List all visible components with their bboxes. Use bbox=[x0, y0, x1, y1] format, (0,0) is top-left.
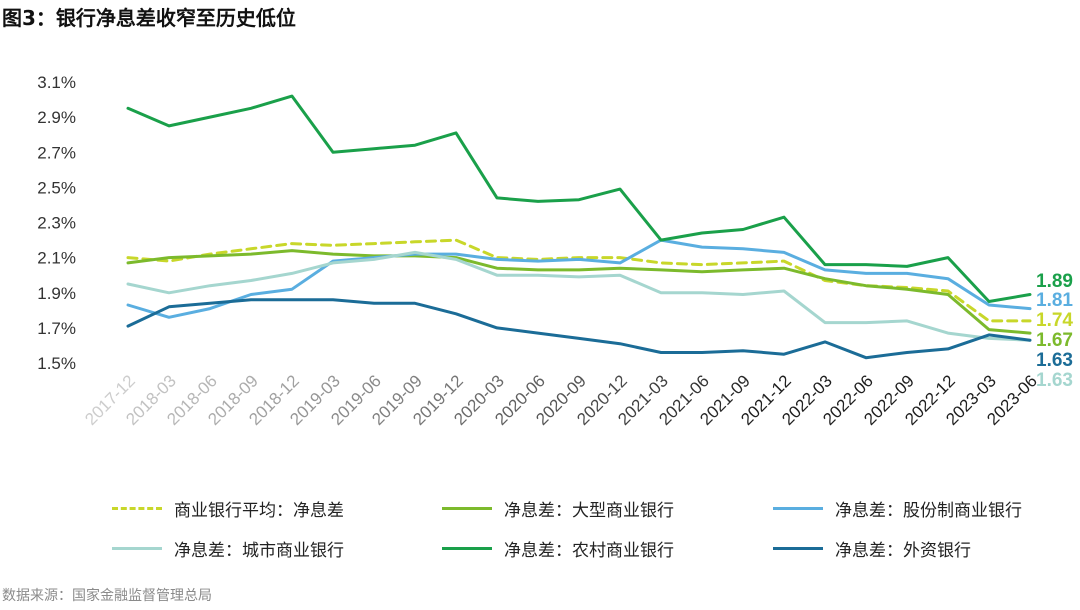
chart-title: 图3：银行净息差收窄至历史低位 bbox=[2, 6, 296, 30]
legend-swatch bbox=[112, 506, 162, 510]
end-value-label-5: 1.63 bbox=[1036, 350, 1073, 371]
legend-item: 商业银行平均：净息差 bbox=[112, 494, 344, 522]
end-value-label-1: 1.67 bbox=[1036, 330, 1073, 351]
series-line-0 bbox=[126, 238, 1032, 323]
legend-item: 净息差：农村商业银行 bbox=[442, 534, 674, 562]
y-tick-label: 3.1% bbox=[37, 73, 76, 92]
y-tick-label: 2.9% bbox=[37, 108, 76, 127]
y-tick-label: 1.9% bbox=[37, 284, 76, 303]
y-tick-label: 1.7% bbox=[37, 319, 76, 338]
x-axis: 2017-122018-032018-062018-092018-122019-… bbox=[81, 371, 1041, 429]
end-value-label-4: 1.89 bbox=[1036, 271, 1073, 292]
legend-label: 净息差：股份制商业银行 bbox=[835, 500, 1022, 521]
y-axis: 1.5% 1.7% 1.9% 2.1% 2.3% 2.5% 2.7% 2.9% 3.1% bbox=[37, 73, 76, 373]
series-line-4 bbox=[126, 94, 1032, 303]
series-line-2 bbox=[126, 238, 1032, 319]
legend-item: 净息差：股份制商业银行 bbox=[773, 494, 1022, 522]
series-line-5 bbox=[126, 298, 1032, 360]
end-value-label-2: 1.81 bbox=[1036, 290, 1073, 311]
end-value-label-3: 1.63 bbox=[1036, 370, 1073, 391]
legend-label: 净息差：农村商业银行 bbox=[504, 540, 674, 561]
legend-item: 净息差：大型商业银行 bbox=[442, 494, 674, 522]
y-tick-label: 2.5% bbox=[37, 178, 76, 197]
y-tick-label: 2.7% bbox=[37, 143, 76, 162]
legend-swatch bbox=[773, 506, 823, 510]
legend-label: 净息差：外资银行 bbox=[835, 540, 971, 561]
legend-label: 净息差：大型商业银行 bbox=[504, 500, 674, 521]
y-tick-label: 2.1% bbox=[37, 249, 76, 268]
legend-swatch bbox=[442, 546, 492, 550]
legend-swatch bbox=[773, 546, 823, 550]
y-tick-label: 2.3% bbox=[37, 214, 76, 233]
end-value-label-0: 1.74 bbox=[1036, 310, 1073, 331]
legend: 商业银行平均：净息差 净息差：大型商业银行 净息差：股份制商业银行净息差：城市商业银… bbox=[0, 490, 1080, 570]
legend-swatch bbox=[112, 546, 162, 550]
legend-item: 净息差：城市商业银行 bbox=[112, 534, 344, 562]
line-chart: 1.5% 1.7% 1.9% 2.1% 2.3% 2.5% 2.7% 2.9% 3.1% 201… bbox=[37, 73, 1073, 429]
legend-swatch bbox=[442, 506, 492, 510]
series-lines bbox=[126, 94, 1032, 360]
legend-label: 商业银行平均：净息差 bbox=[174, 500, 344, 521]
legend-item: 净息差：外资银行 bbox=[773, 534, 971, 562]
end-labels: 1.891.811.741.671.631.63 bbox=[1036, 271, 1073, 391]
legend-label: 净息差：城市商业银行 bbox=[174, 540, 344, 561]
source-note: 数据来源：国家金融监督管理总局 bbox=[2, 588, 212, 604]
y-tick-label: 1.5% bbox=[37, 354, 76, 373]
series-line-1 bbox=[126, 249, 1032, 335]
series-line-3 bbox=[126, 250, 1032, 342]
